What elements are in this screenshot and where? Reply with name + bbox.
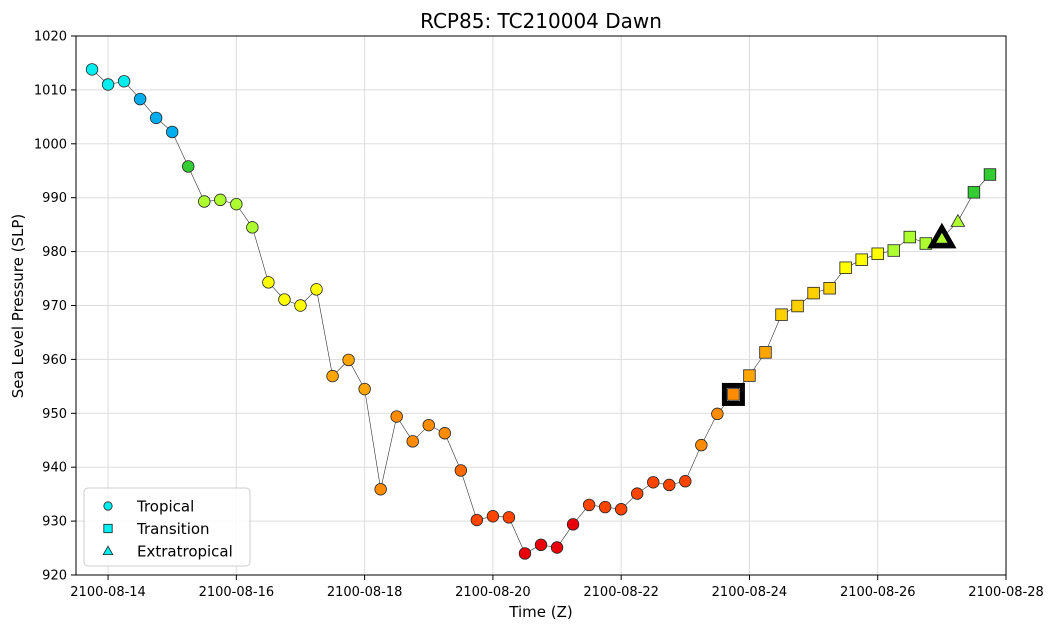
highlight-markers <box>721 222 957 406</box>
x-tick-label: 2100-08-18 <box>327 585 403 600</box>
data-point <box>454 464 468 477</box>
data-point <box>390 410 403 423</box>
data-point <box>695 438 708 452</box>
y-tick-label: 950 <box>42 407 67 422</box>
y-tick-label: 970 <box>42 299 67 314</box>
y-tick-label: 1020 <box>34 30 67 45</box>
x-tick-label: 2100-08-26 <box>840 585 916 600</box>
highlight-marker <box>927 222 957 249</box>
data-point <box>743 369 756 382</box>
highlight-marker <box>721 382 745 406</box>
data-point <box>438 427 451 440</box>
data-point <box>422 418 435 432</box>
data-point <box>502 511 516 524</box>
data-point <box>647 476 660 489</box>
y-tick-label: 940 <box>42 461 67 476</box>
data-point <box>262 276 275 289</box>
x-tick-label: 2100-08-16 <box>199 585 275 600</box>
legend-marker <box>103 501 113 511</box>
y-axis-ticks: 920 930 940 950 960 970 980 990 1000 1010 1020 <box>34 30 76 584</box>
legend: Tropical Transition Extratropical <box>83 487 251 567</box>
data-point <box>230 197 243 211</box>
y-tick-label: 930 <box>42 515 67 530</box>
legend-marker <box>103 523 113 534</box>
legend-label: Extratropical <box>137 543 233 561</box>
data-point <box>727 388 740 401</box>
x-tick-label: 2100-08-14 <box>70 585 146 600</box>
x-tick-label: 2100-08-28 <box>968 585 1044 600</box>
legend-marker <box>102 545 114 555</box>
data-point <box>342 353 355 367</box>
data-point <box>903 230 916 244</box>
data-point <box>406 435 419 448</box>
x-axis-label: Time (Z) <box>508 603 572 621</box>
y-tick-label: 1010 <box>34 83 67 98</box>
y-tick-label: 920 <box>42 569 67 584</box>
data-point <box>791 299 804 313</box>
data-point <box>198 195 211 208</box>
data-point <box>887 244 900 257</box>
data-point <box>807 286 820 300</box>
data-point <box>133 92 147 106</box>
data-point <box>759 346 772 359</box>
data-point <box>294 299 307 312</box>
legend-box <box>83 487 251 567</box>
y-tick-label: 980 <box>42 245 67 260</box>
data-point <box>679 475 692 488</box>
data-point <box>566 518 580 531</box>
data-point <box>550 541 564 554</box>
data-point <box>534 538 548 552</box>
data-point <box>631 487 644 500</box>
x-tick-label: 2100-08-24 <box>712 585 788 600</box>
data-point <box>278 293 291 306</box>
y-tick-label: 1000 <box>34 137 67 152</box>
data-point <box>214 193 227 207</box>
data-points <box>85 63 997 560</box>
data-point <box>310 283 323 296</box>
data-point <box>246 221 259 234</box>
data-point <box>950 213 966 227</box>
data-point <box>117 75 131 88</box>
x-axis-ticks: 2100-08-14 2100-08-16 2100-08-18 2100-08-20… <box>70 575 1044 600</box>
data-point <box>598 500 612 514</box>
data-point <box>775 308 788 321</box>
data-point <box>166 125 179 139</box>
data-point <box>839 261 852 274</box>
data-point <box>358 382 371 396</box>
data-point <box>855 253 868 266</box>
data-point <box>983 168 997 181</box>
legend-label: Tropical <box>136 498 194 516</box>
data-point <box>470 513 484 527</box>
x-tick-label: 2100-08-22 <box>583 585 659 600</box>
data-point <box>85 63 99 76</box>
y-axis-label: Sea Level Pressure (SLP) <box>9 214 27 399</box>
chart-title: RCP85: TC210004 Dawn <box>420 9 662 33</box>
data-point <box>871 247 884 260</box>
y-tick-label: 990 <box>42 191 67 206</box>
data-point <box>101 78 115 91</box>
data-point <box>149 111 163 125</box>
data-point <box>711 407 724 421</box>
data-point <box>823 282 836 295</box>
data-point <box>663 478 676 492</box>
data-point <box>582 498 596 512</box>
data-point <box>967 186 981 199</box>
data-point <box>326 369 339 383</box>
data-point <box>182 160 195 173</box>
y-tick-label: 960 <box>42 353 67 368</box>
data-point <box>486 510 500 523</box>
data-point <box>518 547 532 560</box>
legend-label: Transition <box>136 520 210 538</box>
data-point <box>614 503 628 516</box>
data-point <box>374 483 387 496</box>
x-tick-label: 2100-08-20 <box>455 585 531 600</box>
